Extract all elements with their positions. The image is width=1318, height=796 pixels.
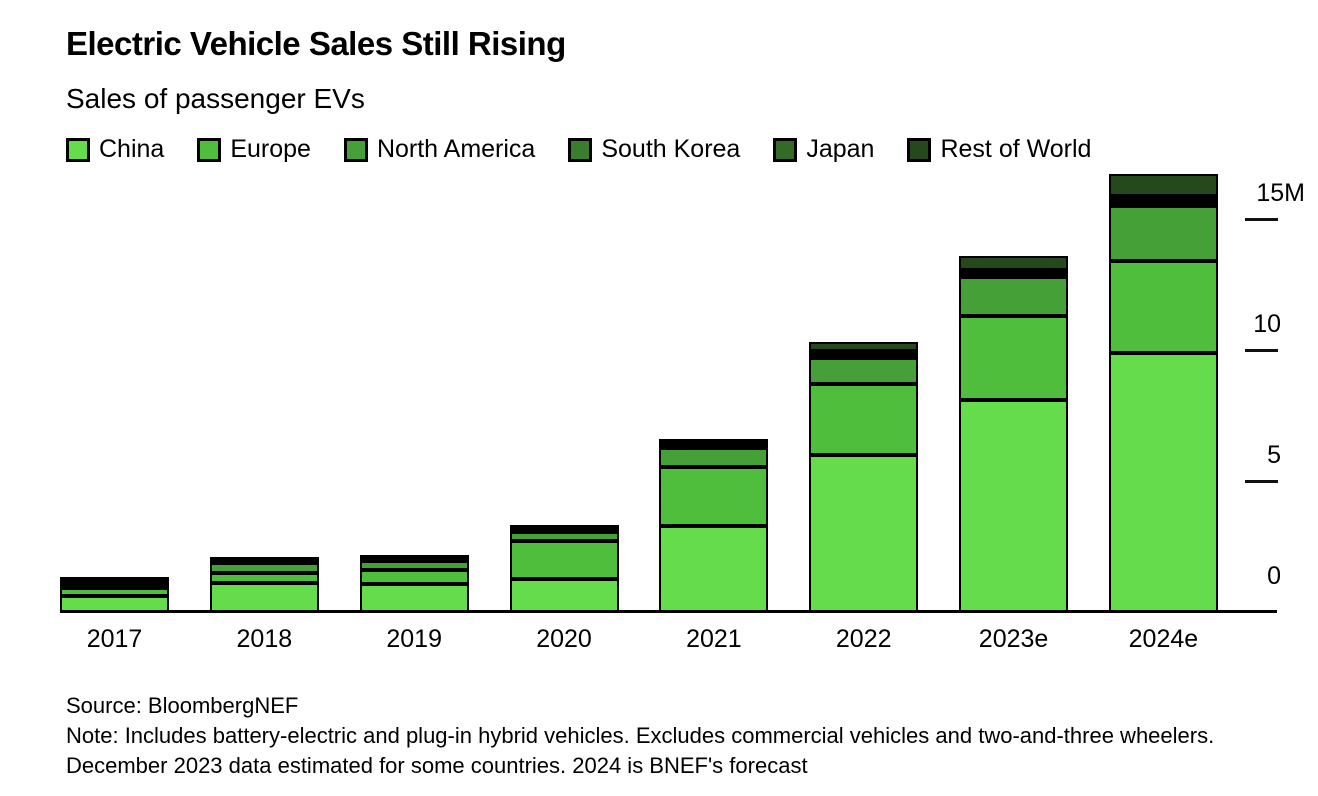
bar-segment-south-korea — [359, 559, 469, 561]
bar-segment-north-america — [509, 532, 619, 541]
bar-segment-rest-of-world — [209, 557, 319, 559]
chart-title: Electric Vehicle Sales Still Rising — [66, 25, 566, 62]
legend-swatch-south-korea — [568, 137, 593, 162]
bar-segment-rest-of-world — [359, 555, 469, 557]
x-tick-label-2024e: 2024e — [1128, 625, 1199, 653]
source-note: Source: BloombergNEF — [66, 693, 299, 718]
legend-swatch-europe — [197, 137, 222, 162]
bar-segment-rest-of-world — [60, 577, 169, 579]
y-tick-mark — [1245, 480, 1278, 483]
chart-subtitle: Sales of passenger EVs — [66, 83, 365, 114]
y-tick-mark — [1245, 218, 1278, 221]
legend-swatch-japan — [773, 137, 798, 162]
x-tick-label-2021: 2021 — [686, 625, 742, 653]
bar-segment-china — [509, 579, 619, 612]
bar-segment-south-korea — [959, 274, 1069, 277]
bar-segment-japan — [659, 443, 769, 445]
legend-label: North America — [376, 135, 536, 163]
bar-segment-north-america — [809, 358, 919, 384]
legend-label: Rest of World — [940, 135, 1092, 163]
bar-segment-japan — [509, 528, 619, 530]
bar-segment-europe — [959, 316, 1069, 400]
bar-segment-china — [359, 584, 469, 612]
legend-label: South Korea — [601, 135, 741, 163]
bar-2017 — [60, 577, 169, 612]
footer: Source: BloombergNEF Note: Includes batt… — [66, 691, 1314, 781]
bar-segment-north-america — [359, 561, 469, 570]
bar-segment-europe — [359, 570, 469, 584]
bar-segment-north-america — [1108, 206, 1218, 261]
bar-segment-europe — [1108, 261, 1218, 353]
bar-segment-south-korea — [509, 530, 619, 532]
bar-segment-north-america — [209, 563, 319, 573]
bar-segment-south-korea — [809, 354, 919, 358]
x-tick-label-2023e: 2023e — [978, 625, 1049, 653]
x-tick-label-2019: 2019 — [386, 625, 442, 653]
bar-segment-europe — [209, 573, 319, 583]
bar-segment-china — [209, 583, 319, 612]
legend-item-north-america: North America — [343, 135, 536, 164]
legend-label: Japan — [806, 135, 875, 163]
bar-segment-japan — [959, 270, 1069, 274]
bar-segment-north-america — [659, 448, 769, 467]
bar-segment-rest-of-world — [809, 342, 919, 351]
y-tick-label: 10 — [1253, 310, 1281, 338]
bar-segment-south-korea — [659, 445, 769, 448]
bar-2018 — [209, 557, 319, 612]
bar-2019 — [359, 555, 469, 612]
methodology-note: Note: Includes battery-electric and plug… — [66, 723, 1215, 778]
bar-segment-china — [659, 526, 769, 612]
bar-segment-japan — [209, 559, 319, 561]
bar-segment-rest-of-world — [1108, 174, 1218, 196]
legend-swatch-china — [66, 137, 90, 162]
bar-segment-south-korea — [1108, 201, 1218, 206]
bar-2024e — [1108, 174, 1218, 612]
legend-item-japan: Japan — [773, 135, 874, 164]
bar-segment-north-america — [959, 277, 1069, 316]
y-tick-label: 0 — [1267, 562, 1281, 590]
bar-2023e — [959, 256, 1069, 612]
bar-segment-south-korea — [60, 581, 169, 583]
x-tick-label-2017: 2017 — [86, 625, 143, 653]
bar-segment-rest-of-world — [659, 439, 769, 443]
bar-2021 — [659, 439, 769, 612]
x-axis-labels: 2017 2018 2019 2020 2021 2022 2023e 2024e — [60, 625, 1218, 654]
bar-segment-europe — [659, 467, 769, 526]
bar-segment-europe — [509, 541, 619, 579]
y-tick-label: 5 — [1267, 441, 1281, 469]
bar-segment-japan — [1108, 196, 1218, 201]
bar-segment-europe — [809, 384, 919, 455]
bar-segment-north-america — [60, 583, 169, 588]
bar-segment-japan — [809, 351, 919, 354]
bar-2022 — [809, 342, 919, 612]
bar-group — [60, 173, 1218, 612]
legend-item-rest-of-world: Rest of World — [907, 135, 1091, 164]
y-tick-mark — [1245, 349, 1278, 352]
bar-segment-japan — [60, 579, 169, 581]
bar-segment-china — [809, 455, 919, 612]
legend-item-china: China — [66, 135, 164, 164]
bar-segment-japan — [359, 557, 469, 559]
legend-item-south-korea: South Korea — [568, 135, 740, 164]
y-tick-label: 15M — [1256, 179, 1305, 207]
x-axis-line — [60, 610, 1277, 613]
bar-segment-europe — [60, 588, 169, 596]
bar-2020 — [509, 525, 619, 612]
legend-label: Europe — [230, 135, 311, 163]
bar-segment-china — [959, 400, 1069, 612]
legend-swatch-north-america — [343, 137, 368, 162]
bar-segment-rest-of-world — [509, 525, 619, 528]
x-tick-label-2020: 2020 — [536, 625, 592, 653]
legend-label: China — [99, 135, 165, 163]
legend-swatch-rest-of-world — [907, 137, 932, 162]
bar-segment-rest-of-world — [959, 256, 1069, 270]
x-tick-label-2018: 2018 — [236, 625, 293, 653]
bar-segment-south-korea — [209, 561, 319, 563]
x-tick-label-2022: 2022 — [835, 625, 892, 653]
legend-item-europe: Europe — [197, 135, 311, 164]
plot-area — [60, 173, 1218, 612]
legend: China Europe North America South Korea Japan… — [66, 135, 1091, 164]
